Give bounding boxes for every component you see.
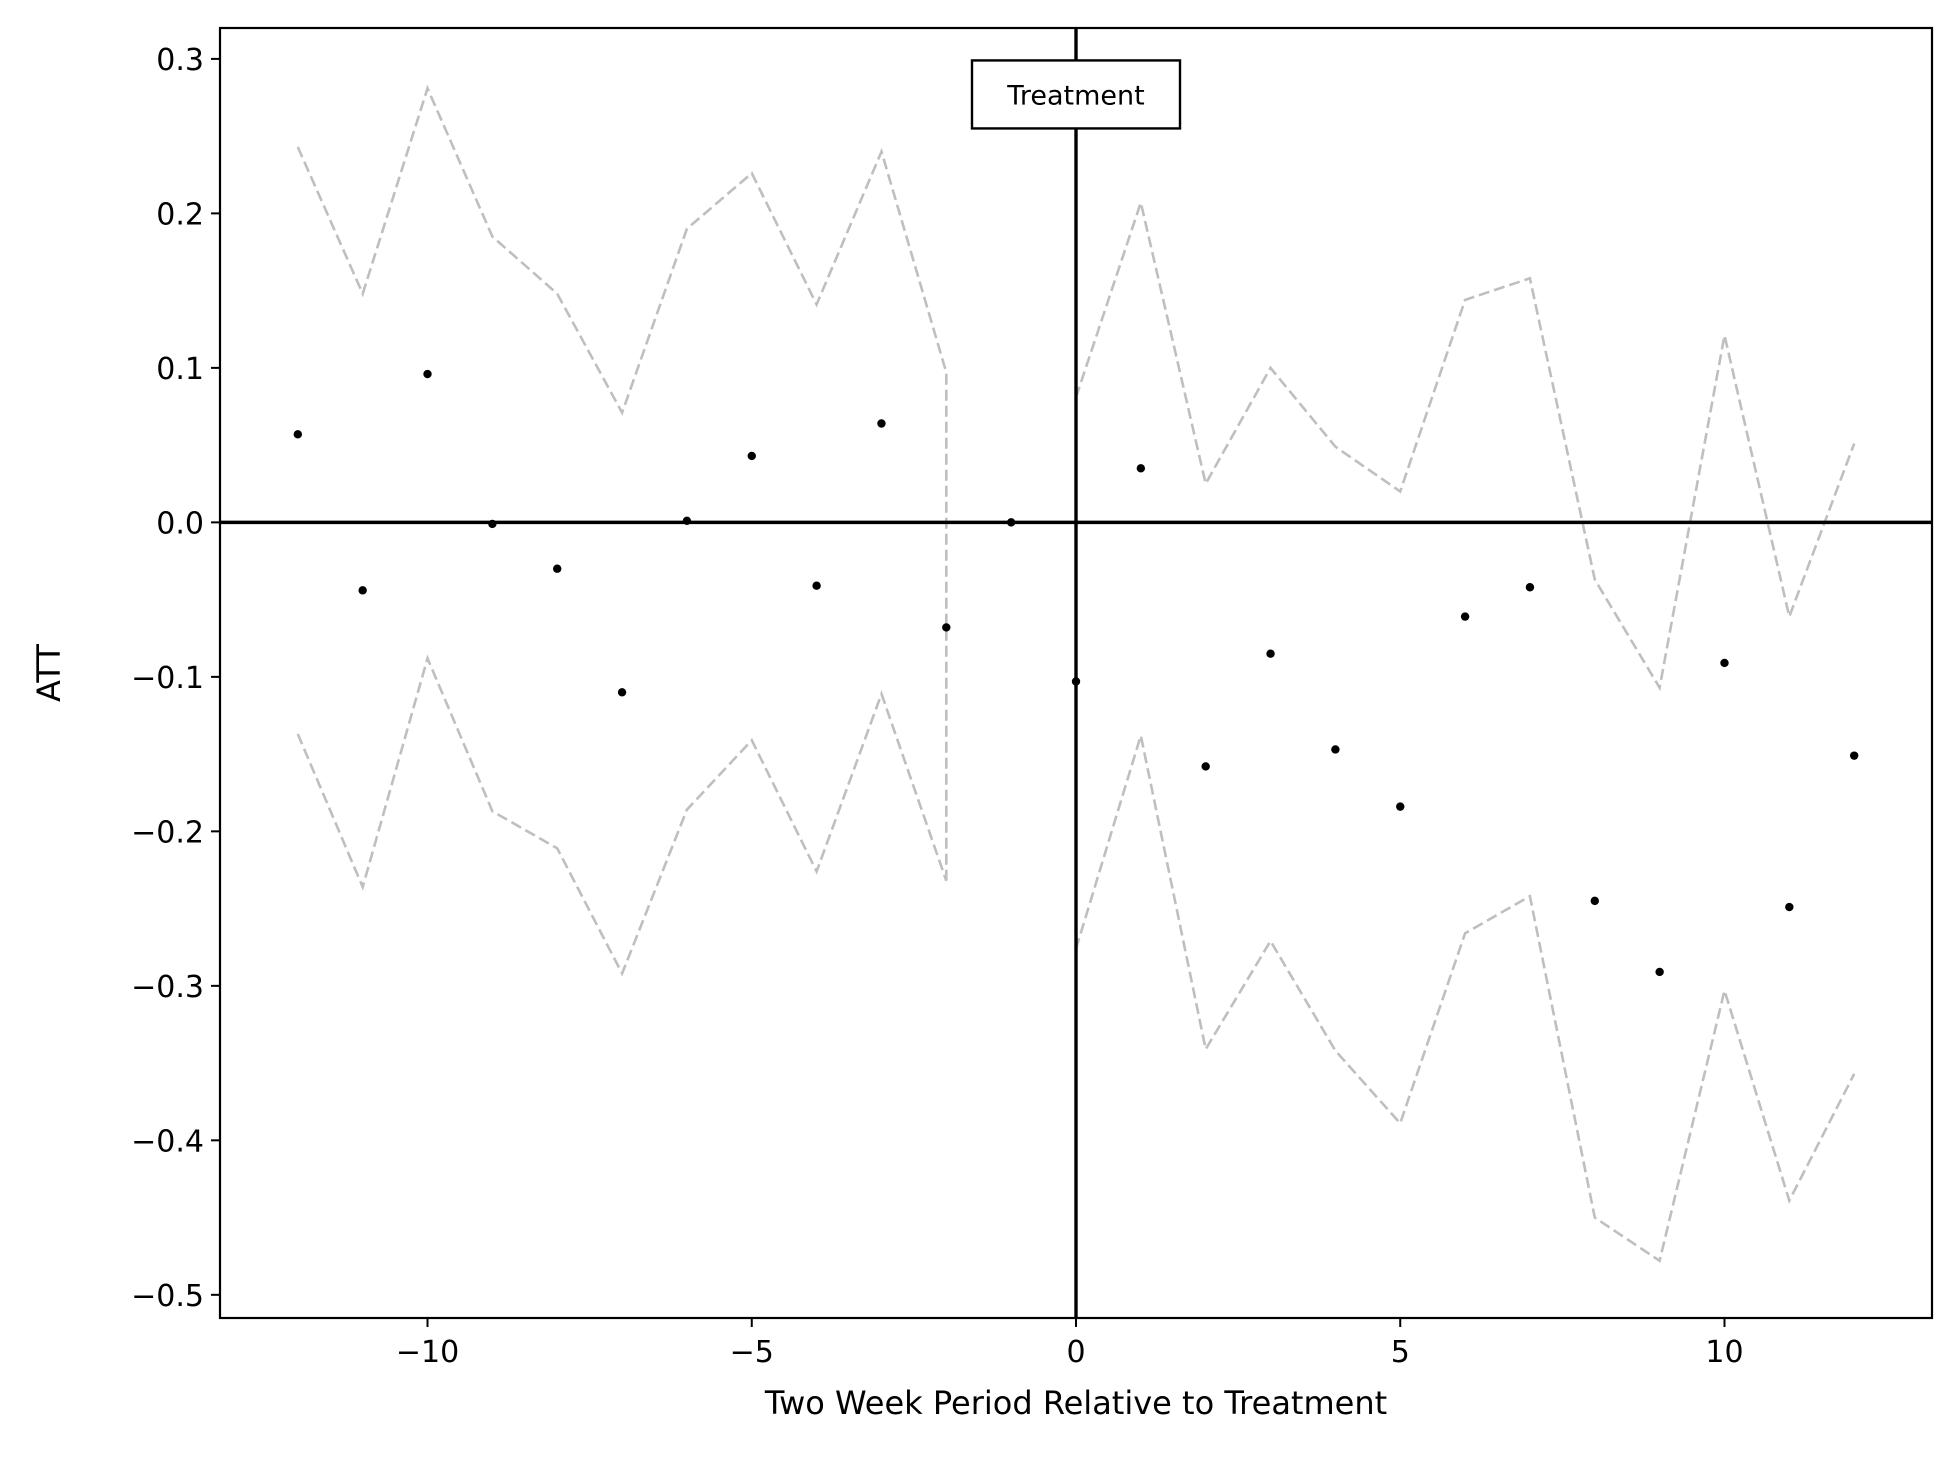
ci-upper-line-3 bbox=[1074, 197, 1856, 692]
att-point bbox=[553, 564, 562, 573]
axis-ticks: −10 −5 0 5 10 0.3 0.2 0.1 0.0 −0.1 −0.2 −0.3 −0.4 −0.… bbox=[131, 43, 1743, 1370]
att-point bbox=[1201, 762, 1210, 771]
att-point bbox=[423, 369, 432, 379]
x-tick-label: 5 bbox=[1391, 1335, 1410, 1370]
y-tick-label: −0.2 bbox=[131, 815, 204, 850]
att-point bbox=[358, 586, 367, 595]
annotation-label: Treatment bbox=[1006, 80, 1144, 111]
ci-lower-line-2 bbox=[296, 654, 948, 977]
y-tick-label: 0.2 bbox=[156, 197, 204, 232]
att-point bbox=[1525, 583, 1535, 592]
y-tick-label: −0.1 bbox=[131, 661, 204, 696]
treatment-annotation: Treatment bbox=[970, 59, 1182, 130]
ci-lower-line-4 bbox=[1074, 735, 1856, 1263]
att-point bbox=[1006, 518, 1016, 527]
x-tick-label: 0 bbox=[1066, 1335, 1085, 1370]
att-point bbox=[877, 419, 886, 428]
att-point bbox=[1136, 464, 1146, 473]
x-tick-label: −10 bbox=[396, 1335, 459, 1370]
y-tick-label: −0.5 bbox=[131, 1279, 204, 1314]
att-point bbox=[1849, 751, 1859, 760]
y-tick-label: 0.1 bbox=[156, 352, 204, 387]
att-point bbox=[1331, 745, 1340, 754]
att-point bbox=[682, 516, 692, 526]
att-point bbox=[812, 581, 821, 590]
y-tick-label: −0.3 bbox=[131, 970, 204, 1005]
x-tick-label: 10 bbox=[1705, 1335, 1743, 1370]
att-point bbox=[1071, 677, 1081, 686]
y-tick-label: −0.4 bbox=[131, 1124, 204, 1159]
y-axis-title: ATT bbox=[30, 644, 68, 702]
annotation-box bbox=[970, 59, 1182, 130]
x-tick-label: −5 bbox=[730, 1335, 774, 1370]
y-tick-label: 0.0 bbox=[156, 506, 204, 541]
att-point bbox=[1590, 896, 1599, 906]
att-point bbox=[942, 623, 951, 632]
att-point bbox=[1720, 658, 1729, 668]
att-points bbox=[293, 369, 1859, 977]
x-axis-title: Two Week Period Relative to Treatment bbox=[764, 1384, 1387, 1422]
att-point bbox=[1396, 802, 1405, 811]
att-point bbox=[1655, 967, 1664, 977]
att-point bbox=[293, 430, 303, 439]
att-point bbox=[747, 451, 756, 461]
ci-upper-line-1 bbox=[296, 84, 948, 881]
confidence-bands bbox=[296, 84, 1856, 1263]
att-point bbox=[617, 688, 627, 697]
att-point bbox=[1785, 902, 1794, 912]
att-point bbox=[488, 519, 497, 529]
y-tick-label: 0.3 bbox=[156, 43, 204, 78]
reference-lines bbox=[220, 28, 1932, 1318]
att-point bbox=[1460, 612, 1470, 621]
att-point bbox=[1266, 649, 1275, 658]
